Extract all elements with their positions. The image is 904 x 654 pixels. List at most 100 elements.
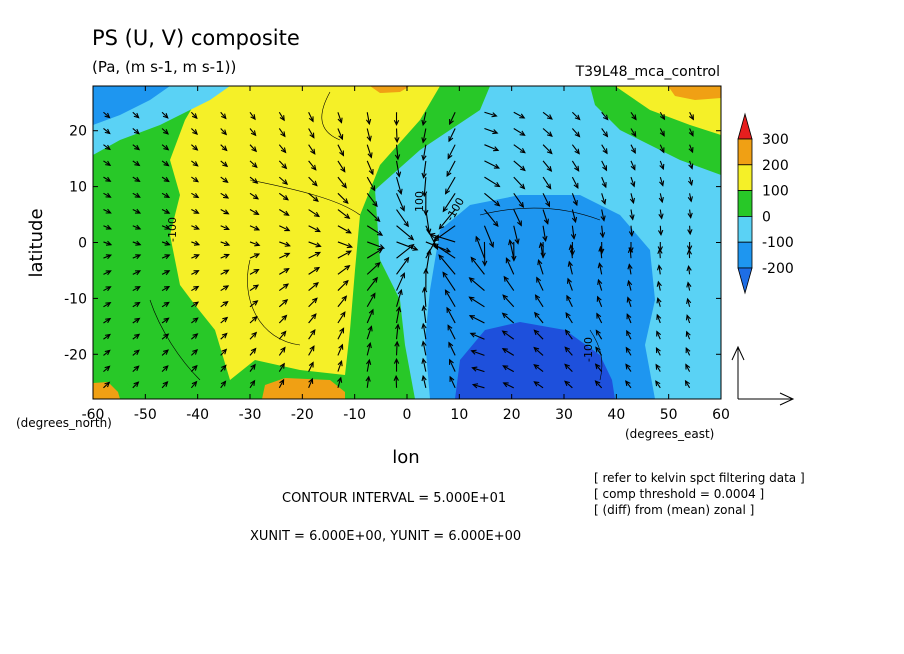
colorbar-segment <box>737 138 753 166</box>
wind-vector-arrow <box>571 193 578 207</box>
wind-vector-arrow <box>278 298 289 308</box>
wind-vector-arrow <box>626 329 632 340</box>
wind-vector-arrow <box>594 363 603 372</box>
wind-vector-arrow <box>337 264 351 275</box>
wind-vector-arrow <box>484 176 501 188</box>
wind-vector-arrow <box>220 225 230 231</box>
y-tick-label: -10 <box>64 291 87 307</box>
wind-vector-arrow <box>659 176 665 187</box>
vector-units-text: XUNIT = 6.000E+00, YUNIT = 6.000E+00 <box>250 529 521 544</box>
wind-vector-arrow <box>421 304 427 324</box>
wind-vector-arrow <box>449 112 456 126</box>
wind-vector-arrow <box>191 144 199 151</box>
wind-vector-arrow <box>511 241 517 262</box>
wind-vector-arrow <box>191 128 199 135</box>
wind-vector-arrow <box>567 260 573 275</box>
wind-vector-arrow <box>571 176 579 190</box>
wind-vector-arrow <box>658 193 664 204</box>
wind-vector-arrow <box>564 346 573 356</box>
wind-vector-arrow <box>601 160 608 172</box>
wind-vector-arrow <box>570 225 577 240</box>
wind-vector-arrow <box>533 364 544 373</box>
wind-vector-arrow <box>393 374 399 388</box>
wind-vector-arrow <box>421 128 427 144</box>
wind-vector-arrow <box>601 176 607 189</box>
wind-vector-arrow <box>103 349 111 356</box>
wind-vector-arrow <box>220 285 230 292</box>
wind-vector-arrow <box>132 286 141 292</box>
x-tick-label: -40 <box>186 407 209 423</box>
wind-vector-arrow <box>686 281 692 291</box>
wind-vector-arrow <box>626 313 632 324</box>
wind-vector-arrow <box>366 341 372 356</box>
wind-vector-arrow <box>687 209 693 219</box>
y-tick-label: 0 <box>78 236 87 252</box>
field-region-yellow <box>170 86 440 380</box>
wind-vector-arrow <box>249 284 260 292</box>
wind-vector-arrow <box>629 193 635 205</box>
wind-vector-arrow <box>366 308 374 324</box>
wind-vector-arrow <box>191 348 199 356</box>
wind-vector-arrow <box>656 313 662 324</box>
wind-vector-arrow <box>132 301 141 308</box>
wind-vector-arrow <box>220 300 229 308</box>
wind-vector-arrow <box>132 349 140 356</box>
colorbar-bottom-triangle <box>737 267 753 295</box>
wind-vector-arrow <box>365 375 371 388</box>
wind-vector-arrow <box>394 340 400 356</box>
wind-vector-arrow <box>513 160 526 172</box>
wind-vector-arrow <box>249 160 258 169</box>
wind-vector-arrow <box>534 311 544 324</box>
wind-vector-arrow <box>627 279 633 291</box>
wind-vector-arrow <box>337 209 351 220</box>
wind-vector-arrow <box>220 144 228 152</box>
wind-vector-arrow <box>220 176 229 183</box>
chart-subtitle: (Pa, (m s-1, m s-1)) <box>92 58 236 76</box>
wind-vector-arrow <box>249 379 256 389</box>
wind-vector-arrow <box>429 232 456 243</box>
wind-vector-arrow <box>688 112 694 121</box>
wind-vector-arrow <box>658 225 664 237</box>
wind-vector-arrow <box>279 209 290 216</box>
colorbar-label: 300 <box>762 132 789 148</box>
y-tick-label: 10 <box>69 180 87 196</box>
wind-vector-arrow <box>484 127 499 135</box>
wind-vector-arrow <box>220 316 229 324</box>
wind-vector-arrow <box>132 333 141 340</box>
wind-vector-arrow <box>366 248 384 259</box>
wind-vector-arrow <box>279 241 291 247</box>
field-region-blue-nw-core <box>93 86 170 125</box>
wind-vector-arrow <box>421 112 427 127</box>
wind-vector-arrow <box>220 241 231 247</box>
wind-vector-arrow <box>103 192 112 198</box>
wind-vector-arrow <box>630 160 636 171</box>
wind-vector-arrow <box>655 346 661 356</box>
note-line: [ refer to kelvin spct filtering data ] <box>594 471 805 485</box>
wind-vector-arrow <box>278 144 287 154</box>
wind-vector-arrow <box>630 128 637 138</box>
wind-vector-arrow <box>249 268 260 275</box>
wind-vector-arrow <box>132 111 140 119</box>
wind-vector-arrow <box>685 363 691 372</box>
wind-vector-arrow <box>542 193 550 208</box>
wind-vector-arrow <box>421 357 427 372</box>
wind-vector-arrow <box>482 241 488 267</box>
y-tick-label: -20 <box>64 347 87 363</box>
wind-vector-arrow <box>656 297 662 307</box>
wind-vector-arrow <box>597 278 603 291</box>
wind-vector-arrow <box>566 277 573 291</box>
wind-vector-arrow <box>191 160 199 167</box>
wind-vector-arrow <box>629 209 635 221</box>
wind-vector-arrow <box>449 358 456 372</box>
wind-vector-arrow <box>471 366 485 373</box>
wind-vector-arrow <box>337 376 343 388</box>
wind-vector-arrow <box>422 286 428 307</box>
wind-vector-arrow <box>249 347 257 356</box>
note-line: [ (diff) from (mean) zonal ] <box>594 503 754 517</box>
wind-vector-arrow <box>502 365 515 373</box>
wind-vector-arrow <box>366 261 381 275</box>
wind-vector-arrow <box>630 176 636 188</box>
wind-vector-arrow <box>394 323 401 340</box>
wind-vector-arrow <box>220 269 230 275</box>
wind-vector-arrow <box>366 192 378 208</box>
